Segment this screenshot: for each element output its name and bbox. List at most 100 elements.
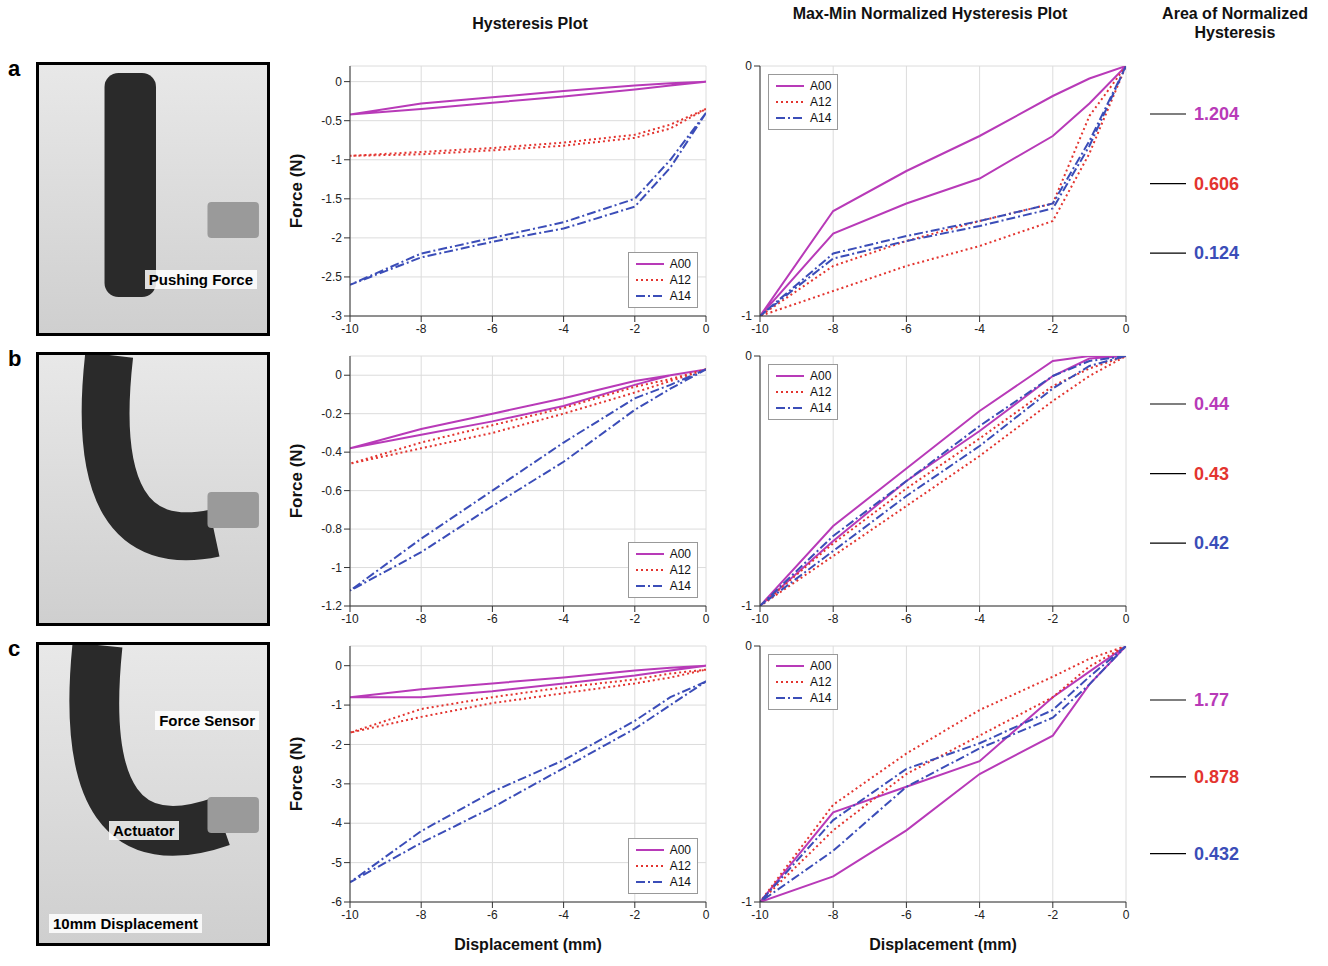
svg-text:-8: -8: [416, 322, 427, 336]
svg-text:-0.5: -0.5: [321, 114, 342, 128]
svg-text:0: 0: [703, 908, 710, 922]
svg-text:-6: -6: [331, 895, 342, 909]
html-text:Force Sensor: Force Sensor: [159, 712, 255, 729]
svg-text:-10: -10: [751, 908, 769, 922]
svg-text:-2: -2: [629, 322, 640, 336]
svg-text:-0.6: -0.6: [321, 484, 342, 498]
svg-text:-10: -10: [751, 322, 769, 336]
svg-text:-4: -4: [974, 322, 985, 336]
svg-text:Force (N): Force (N): [287, 737, 306, 812]
svg-text:-8: -8: [416, 612, 427, 626]
html-text:Pushing Force: Pushing Force: [148, 271, 253, 288]
svg-text:-4: -4: [558, 612, 569, 626]
svg-text:-2: -2: [1047, 612, 1058, 626]
svg-text:0: 0: [745, 349, 752, 363]
svg-text:-6: -6: [901, 908, 912, 922]
svg-text:-4: -4: [974, 908, 985, 922]
svg-text:0: 0: [1123, 612, 1130, 626]
html-text:A12: A12: [669, 563, 691, 577]
svg-text:-3: -3: [331, 777, 342, 791]
svg-text:-6: -6: [487, 322, 498, 336]
svg-text:-4: -4: [558, 908, 569, 922]
svg-text:-4: -4: [974, 612, 985, 626]
html-text:Area of Normalized Hysteresis: Area of Normalized Hysteresis: [1162, 5, 1308, 41]
html-text:10mm Displacement: 10mm Displacement: [53, 915, 199, 932]
svg-text:-2.5: -2.5: [321, 270, 342, 284]
svg-text:0: 0: [335, 368, 342, 382]
html-text:Actuator: Actuator: [113, 822, 175, 839]
svg-text:-1: -1: [331, 153, 342, 167]
svg-text:-1: -1: [741, 599, 752, 613]
html-text:A14: A14: [669, 289, 691, 303]
svg-text:-6: -6: [901, 322, 912, 336]
html-text:A00: A00: [669, 843, 691, 857]
html-text:Max-Min Normalized Hysteresis: Max-Min Normalized Hysteresis Plot: [792, 5, 1068, 22]
svg-text:-8: -8: [828, 322, 839, 336]
svg-text:-8: -8: [828, 612, 839, 626]
html-text:A00: A00: [810, 369, 832, 383]
html-text:A00: A00: [669, 547, 691, 561]
svg-text:-8: -8: [828, 908, 839, 922]
html-text:A14: A14: [810, 111, 832, 125]
svg-text:-3: -3: [331, 309, 342, 323]
svg-text:-2: -2: [1047, 322, 1058, 336]
svg-text:-4: -4: [331, 816, 342, 830]
svg-text:-1: -1: [741, 895, 752, 909]
svg-text:-2: -2: [331, 738, 342, 752]
svg-text:-5: -5: [331, 856, 342, 870]
html-text:b: b: [8, 346, 22, 371]
html-text:0.44: 0.44: [1194, 394, 1229, 414]
svg-text:-2: -2: [1047, 908, 1058, 922]
html-text:0.42: 0.42: [1194, 533, 1229, 554]
svg-text:-1: -1: [741, 309, 752, 323]
svg-text:0: 0: [335, 75, 342, 89]
svg-text:-10: -10: [751, 612, 769, 626]
html-text:0.124: 0.124: [1194, 243, 1239, 264]
svg-text:0: 0: [703, 322, 710, 336]
html-text:0.432: 0.432: [1194, 843, 1239, 864]
svg-text:-8: -8: [416, 908, 427, 922]
html-text:A14: A14: [669, 875, 691, 889]
html-text:A12: A12: [810, 385, 832, 399]
svg-text:0: 0: [1123, 908, 1130, 922]
svg-text:-1.2: -1.2: [321, 599, 342, 613]
svg-text:-1: -1: [331, 698, 342, 712]
svg-text:-0.2: -0.2: [321, 407, 342, 421]
html-text:0.606: 0.606: [1194, 173, 1239, 194]
svg-text:-4: -4: [558, 322, 569, 336]
html-text:0.43: 0.43: [1194, 463, 1229, 484]
svg-text:-10: -10: [341, 322, 359, 336]
html-text:A12: A12: [669, 859, 691, 873]
svg-text:-10: -10: [341, 612, 359, 626]
svg-text:0: 0: [703, 612, 710, 626]
svg-text:-2: -2: [629, 908, 640, 922]
html-text:1.77: 1.77: [1194, 690, 1229, 710]
html-text:A00: A00: [669, 257, 691, 271]
svg-text:-1: -1: [331, 561, 342, 575]
html-text:1.204: 1.204: [1194, 104, 1239, 124]
svg-text:-0.4: -0.4: [321, 445, 342, 459]
svg-text:-10: -10: [341, 908, 359, 922]
svg-text:Force (N): Force (N): [287, 444, 306, 519]
svg-text:-1.5: -1.5: [321, 192, 342, 206]
html-text:0.878: 0.878: [1194, 766, 1239, 787]
svg-text:0: 0: [335, 659, 342, 673]
html-text:A14: A14: [669, 579, 691, 593]
html-text:A00: A00: [810, 79, 832, 93]
svg-text:-0.8: -0.8: [321, 522, 342, 536]
svg-text:Displacement (mm): Displacement (mm): [869, 936, 1017, 953]
html-text:Hysteresis Plot: Hysteresis Plot: [472, 15, 588, 32]
svg-text:0: 0: [745, 59, 752, 73]
html-text:A12: A12: [669, 273, 691, 287]
svg-text:-6: -6: [487, 908, 498, 922]
svg-text:0: 0: [1123, 322, 1130, 336]
svg-text:0: 0: [745, 639, 752, 653]
svg-text:-2: -2: [629, 612, 640, 626]
svg-text:Displacement (mm): Displacement (mm): [454, 936, 602, 953]
html-text:A14: A14: [810, 401, 832, 415]
svg-text:-2: -2: [331, 231, 342, 245]
html-text:A12: A12: [810, 95, 832, 109]
svg-text:-6: -6: [901, 612, 912, 626]
svg-text:-6: -6: [487, 612, 498, 626]
svg-text:Force (N): Force (N): [287, 154, 306, 229]
